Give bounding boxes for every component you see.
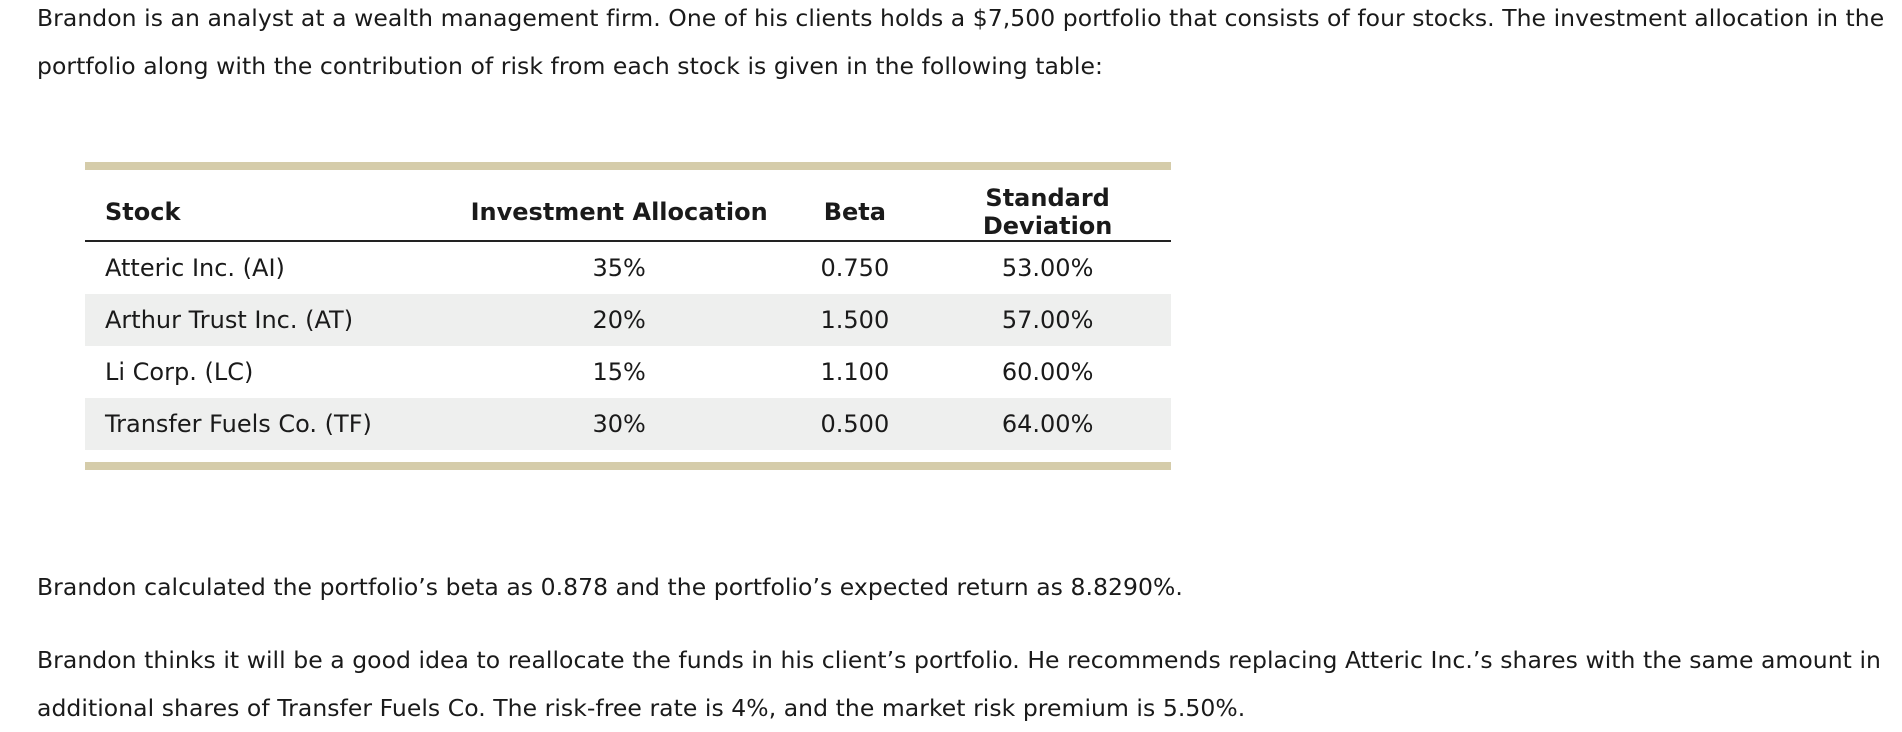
recommendation-paragraph: Brandon thinks it will be a good idea to… — [37, 646, 1881, 722]
portfolio-table: Stock Investment Allocation Beta Standar… — [85, 170, 1171, 450]
calculation-paragraph: Brandon calculated the portfolio’s beta … — [37, 573, 1183, 601]
header-stock: Stock — [85, 170, 453, 242]
cell-standard-deviation: 57.00% — [924, 294, 1171, 346]
portfolio-table-container: Stock Investment Allocation Beta Standar… — [85, 162, 1171, 470]
cell-stock: Atteric Inc. (AI) — [105, 254, 285, 282]
intro-paragraph: Brandon is an analyst at a wealth manage… — [37, 4, 1885, 80]
cell-beta: 0.500 — [785, 398, 925, 450]
cell-stock: Li Corp. (LC) — [105, 358, 254, 386]
table-row: Atteric Inc. (AI) 35% 0.750 53.00% — [85, 241, 1171, 294]
header-beta: Beta — [785, 170, 925, 242]
header-investment-allocation: Investment Allocation — [452, 170, 786, 242]
cell-standard-deviation: 53.00% — [1001, 254, 1094, 282]
table-row: Transfer Fuels Co. (TF) 30% 0.500 64.00% — [85, 398, 1171, 450]
cell-standard-deviation: 60.00% — [1001, 358, 1094, 386]
cell-beta: 1.500 — [785, 294, 925, 346]
cell-beta: 0.750 — [820, 254, 890, 282]
table-row: Li Corp. (LC) 15% 1.100 60.00% — [85, 346, 1171, 398]
cell-stock: Arthur Trust Inc. (AT) — [85, 294, 453, 346]
cell-allocation: 30% — [452, 398, 786, 450]
cell-allocation: 35% — [592, 254, 646, 282]
cell-allocation: 15% — [592, 358, 646, 386]
cell-allocation: 20% — [452, 294, 786, 346]
cell-stock: Transfer Fuels Co. (TF) — [85, 398, 453, 450]
cell-beta: 1.100 — [820, 358, 890, 386]
table-bottom-band — [85, 462, 1171, 470]
table-row: Arthur Trust Inc. (AT) 20% 1.500 57.00% — [85, 294, 1171, 346]
table-top-band — [85, 162, 1171, 170]
cell-standard-deviation: 64.00% — [924, 398, 1171, 450]
header-standard-deviation: Standard Deviation — [924, 170, 1171, 242]
table-header-row: Stock Investment Allocation Beta Standar… — [85, 170, 1171, 242]
